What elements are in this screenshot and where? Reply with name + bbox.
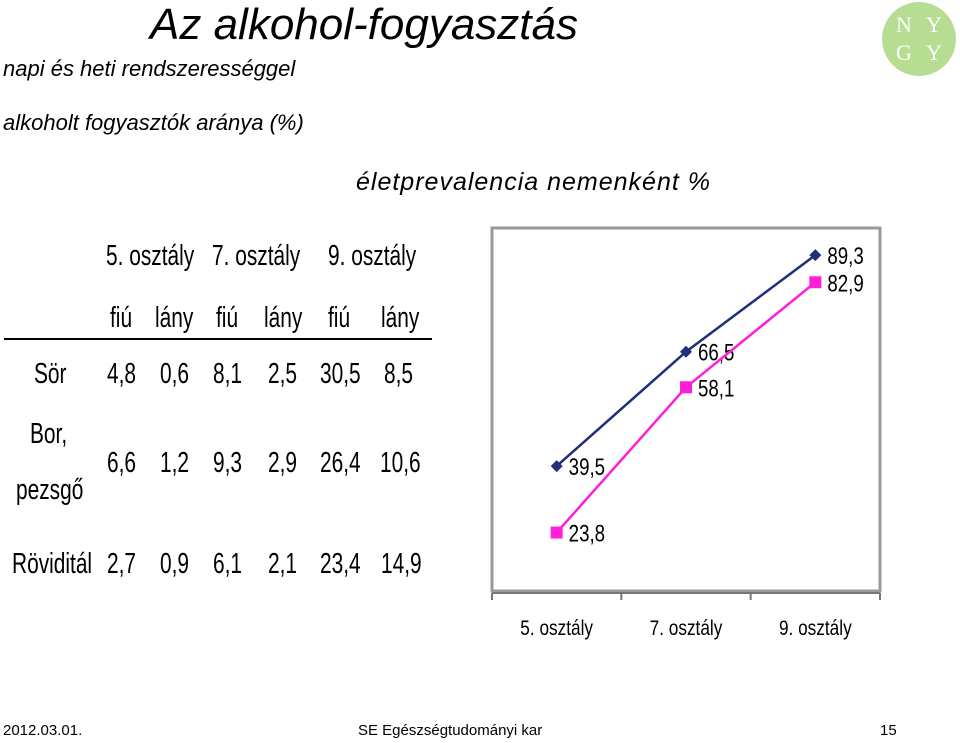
page-number: 15 <box>880 722 897 739</box>
group-header: 9. osztály <box>328 240 417 272</box>
table-cell: 4,8 <box>107 358 137 390</box>
x-tick-label: 9. osztály <box>779 618 852 641</box>
data-point <box>680 345 692 358</box>
row-label-line2: pezsgő <box>16 474 84 506</box>
subtitle-frequency: napi és heti rendszerességgel <box>3 56 296 81</box>
row-label: Sör <box>34 358 67 390</box>
table-cell: 8,1 <box>213 358 243 390</box>
row-label: Bor, <box>30 418 68 450</box>
data-label: 89,3 <box>827 243 863 270</box>
subheader: fiú <box>216 302 239 334</box>
data-point <box>550 526 563 539</box>
data-point <box>550 460 563 473</box>
data-point <box>809 249 822 262</box>
table-cell: 26,4 <box>320 447 361 479</box>
table-cell: 23,4 <box>320 548 361 580</box>
table-cell: 14,9 <box>381 548 422 580</box>
table-cell: 2,1 <box>268 548 298 580</box>
subheader: lány <box>155 302 194 334</box>
subheader: lány <box>381 302 420 334</box>
logo-letter: Y <box>926 12 942 37</box>
data-label: 58,1 <box>698 375 734 402</box>
footer-institution: SE Egészségtudományi kar <box>358 722 543 739</box>
group-header: 7. osztály <box>212 240 301 272</box>
subtitle-proportion: alkoholt fogyasztók aránya (%) <box>3 110 304 135</box>
table-cell: 8,5 <box>384 358 414 390</box>
table-divider <box>4 338 432 340</box>
table-cell: 9,3 <box>213 447 243 479</box>
table-cell: 6,1 <box>213 548 243 580</box>
table-cell: 0,6 <box>160 358 190 390</box>
group-header: 5. osztály <box>106 240 195 272</box>
table-cell: 2,7 <box>107 548 137 580</box>
plot-frame <box>490 226 882 593</box>
data-point <box>680 381 692 394</box>
subheader: lány <box>264 302 303 334</box>
row-label: Röviditál <box>12 548 93 580</box>
table-cell: 1,2 <box>160 447 190 479</box>
nygy-logo: N Y G Y <box>882 2 956 76</box>
table-cell: 10,6 <box>380 447 421 479</box>
footer-date: 2012.03.01. <box>3 722 83 739</box>
data-label: 39,5 <box>569 454 605 481</box>
x-tick-label: 5. osztály <box>520 618 593 641</box>
data-label: 82,9 <box>827 270 863 297</box>
line-chart: 39,566,589,323,858,182,9 5. osztály 7. os… <box>490 226 882 641</box>
logo-letter: G <box>896 40 912 65</box>
x-tick-label: 7. osztály <box>650 618 723 641</box>
table-cell: 6,6 <box>107 447 137 479</box>
slide-title: Az alkohol-fogyasztás <box>150 0 578 49</box>
table-cell: 2,5 <box>268 358 298 390</box>
data-label: 23,8 <box>569 520 605 547</box>
subheader: fiú <box>110 302 133 334</box>
data-point <box>809 276 822 289</box>
chart-title: életprevalencia nemenként % <box>356 168 711 196</box>
logo-letter: N <box>896 12 912 37</box>
table-cell: 2,9 <box>268 447 298 479</box>
table-cell: 0,9 <box>160 548 190 580</box>
logo-letter: Y <box>926 40 942 65</box>
table-cell: 30,5 <box>320 358 361 390</box>
subheader: fiú <box>328 302 351 334</box>
consumption-table: 5. osztály 7. osztály 9. osztály fiú lán… <box>0 230 440 600</box>
